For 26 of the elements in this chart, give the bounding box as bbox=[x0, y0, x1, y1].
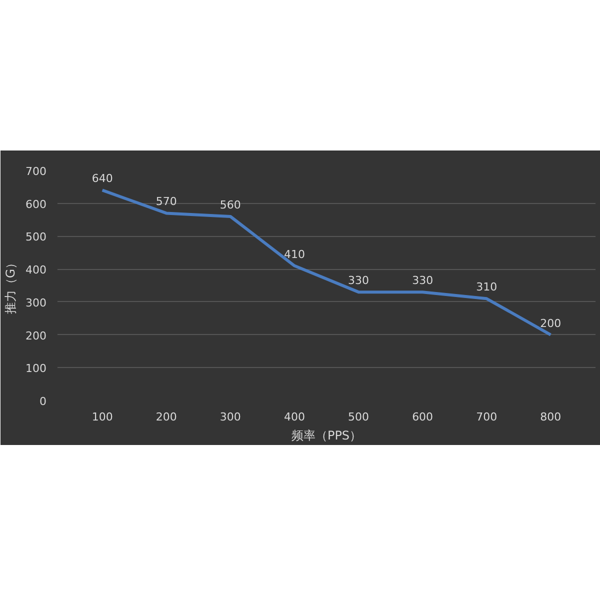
data-label: 640 bbox=[92, 172, 113, 186]
x-tick-label: 800 bbox=[540, 410, 562, 424]
y-tick-label: 100 bbox=[26, 362, 47, 376]
x-tick-label: 500 bbox=[348, 410, 370, 424]
x-tick-label: 200 bbox=[156, 410, 177, 424]
data-label: 560 bbox=[220, 198, 241, 212]
y-tick-label: 0 bbox=[40, 395, 46, 408]
x-tick-label: 600 bbox=[412, 410, 434, 424]
data-label: 330 bbox=[348, 274, 370, 288]
y-tick-label: 400 bbox=[26, 264, 47, 277]
y-tick-label: 300 bbox=[26, 296, 47, 310]
data-label: 200 bbox=[540, 316, 562, 330]
x-tick-label: 700 bbox=[476, 410, 498, 424]
y-axis-title: 推力（G） bbox=[4, 256, 18, 314]
data-label: 310 bbox=[476, 280, 498, 294]
data-label: 330 bbox=[412, 274, 434, 288]
y-tick-label: 600 bbox=[26, 198, 47, 211]
y-tick-label: 200 bbox=[26, 329, 47, 342]
x-tick-label: 100 bbox=[92, 410, 113, 424]
x-tick-label: 400 bbox=[284, 410, 305, 424]
data-label: 410 bbox=[284, 248, 305, 261]
y-tick-label: 700 bbox=[26, 165, 47, 178]
y-tick-label: 500 bbox=[26, 230, 47, 244]
x-tick-label: 300 bbox=[220, 410, 241, 424]
x-axis-title: 频率（PPS） bbox=[291, 428, 362, 442]
data-label: 570 bbox=[156, 195, 177, 208]
